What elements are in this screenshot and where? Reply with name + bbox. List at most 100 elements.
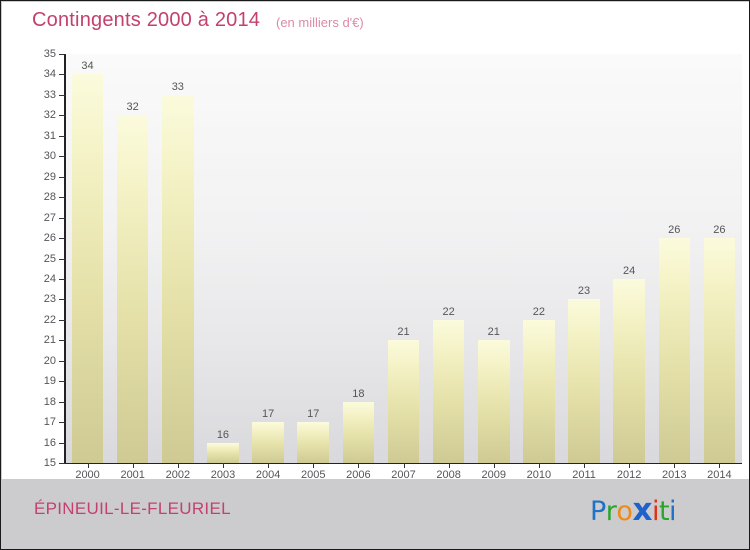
y-axis-tick-label: 31	[43, 129, 56, 142]
x-axis-tick-label: 2007	[391, 469, 416, 481]
y-axis-tick-label: 25	[43, 252, 56, 265]
bar-2000: 34	[71, 60, 104, 463]
y-axis-tick-label: 16	[43, 436, 56, 449]
y-axis-tick-label: 23	[43, 293, 56, 306]
y-axis-tick	[59, 135, 65, 137]
y-axis-tick	[59, 360, 65, 362]
bar-value-label: 32	[126, 101, 139, 114]
x-axis-tick-label: 2011	[572, 469, 596, 481]
y-axis-tick	[59, 319, 65, 321]
bar-value-label: 26	[668, 224, 681, 237]
logo-letter-i-first: i	[651, 496, 660, 527]
logo-letter-p: P	[590, 496, 606, 527]
proxiti-logo[interactable]: Proxiti	[590, 492, 677, 528]
bar-2004: 17	[252, 408, 284, 463]
bar-2002: 33	[162, 81, 194, 463]
bar-2005: 17	[297, 408, 329, 463]
bar-value-label: 17	[261, 408, 275, 421]
bar-value-label: 33	[171, 80, 184, 93]
x-axis-tick-label: 2006	[346, 469, 371, 481]
chart-footer: ÉPINEUIL-LE-FLEURIEL Proxiti	[2, 479, 749, 549]
y-axis-tick	[59, 74, 65, 76]
x-axis-tick	[403, 463, 405, 468]
bar-value-label: 17	[307, 408, 320, 421]
y-axis-tick	[59, 258, 65, 260]
bar-2009: 21	[477, 326, 510, 463]
y-axis-tick	[59, 156, 65, 158]
x-axis-tick	[719, 463, 721, 468]
y-axis-tick	[59, 278, 65, 280]
x-axis-tick	[313, 463, 315, 468]
y-axis-tick	[59, 401, 65, 403]
bar-2010: 22	[523, 306, 555, 463]
x-axis-tick-label: 2014	[707, 469, 732, 481]
y-axis-tick	[59, 299, 65, 301]
y-axis-tick	[59, 463, 65, 464]
x-axis-tick-label: 2001	[120, 469, 145, 481]
bar-2011: 23	[568, 285, 600, 463]
bar-2013: 26	[658, 224, 691, 463]
y-axis-tick-label: 35	[43, 48, 56, 60]
bar-value-label: 24	[623, 264, 636, 277]
y-axis-tick-label: 19	[43, 375, 56, 388]
y-axis-tick	[59, 176, 65, 178]
logo-letter-t: t	[658, 496, 670, 527]
y-axis-tick-label: 32	[43, 109, 56, 122]
x-axis-tick	[538, 463, 540, 468]
chart-unit-subtitle: (en milliers d'€)	[276, 15, 364, 30]
bar-value-label: 23	[577, 285, 591, 298]
x-axis-tick	[493, 463, 495, 468]
bar-2007: 21	[387, 326, 420, 463]
y-axis-tick-label: 22	[43, 313, 56, 326]
y-axis-tick	[59, 340, 65, 342]
x-axis-tick-label: 2000	[75, 469, 100, 481]
bar-2012: 24	[613, 265, 645, 463]
bar-value-label: 21	[487, 326, 500, 339]
y-axis-tick	[59, 94, 65, 96]
x-axis-tick-label: 2003	[210, 469, 236, 481]
y-axis-tick-label: 26	[43, 232, 56, 245]
y-axis-tick-label: 17	[43, 416, 56, 429]
x-axis-tick-label: 2002	[165, 469, 191, 481]
bar-value-label: 22	[442, 305, 455, 318]
x-axis-tick	[629, 463, 631, 468]
y-axis-tick-label: 29	[43, 170, 56, 183]
x-axis-tick-label: 2004	[255, 469, 281, 481]
y-axis-tick	[59, 422, 65, 424]
bar-value-label: 16	[216, 428, 230, 441]
x-axis-tick-label: 2013	[662, 469, 687, 481]
x-axis-tick-label: 2008	[436, 469, 461, 481]
x-axis-tick	[358, 463, 360, 468]
y-axis-tick	[59, 238, 65, 240]
bar-value-label: 34	[81, 60, 94, 73]
bar-value-label: 21	[397, 326, 410, 339]
x-axis-tick	[268, 463, 270, 468]
y-axis-tick	[59, 115, 65, 117]
y-axis-tick	[59, 217, 65, 219]
logo-letter-x: x	[632, 492, 652, 528]
y-axis-tick-label: 28	[43, 191, 56, 204]
y-axis-tick-label: 18	[43, 395, 56, 408]
bar-2008: 22	[432, 306, 465, 463]
bar-value-label: 26	[713, 224, 726, 237]
y-axis-tick	[59, 442, 65, 444]
y-axis-tick	[59, 381, 65, 383]
y-axis-tick-label: 20	[43, 354, 56, 367]
x-axis-tick-label: 2009	[481, 469, 507, 481]
x-axis-tick	[674, 463, 676, 468]
y-axis-tick-label: 34	[43, 68, 56, 81]
bar-2014: 26	[703, 224, 736, 463]
chart-canvas: 34 32 33 16 17 17 18 21 22 21 22 23 24 26 26 15 16 17 18 1…	[2, 42, 749, 481]
x-axis-tick	[584, 463, 586, 468]
chart-header: Contingents 2000 à 2014 (en milliers d'€…	[2, 2, 749, 42]
x-axis-tick	[222, 463, 224, 468]
y-axis-tick	[59, 197, 65, 199]
y-axis-tick-label: 21	[43, 334, 56, 347]
x-axis-tick-label: 2005	[300, 469, 326, 481]
y-axis-tick-label: 30	[43, 150, 56, 163]
logo-letter-r: r	[605, 496, 617, 527]
x-axis-tick	[177, 463, 179, 468]
x-axis-tick	[132, 463, 134, 468]
x-axis-tick-label: 2012	[616, 469, 642, 481]
